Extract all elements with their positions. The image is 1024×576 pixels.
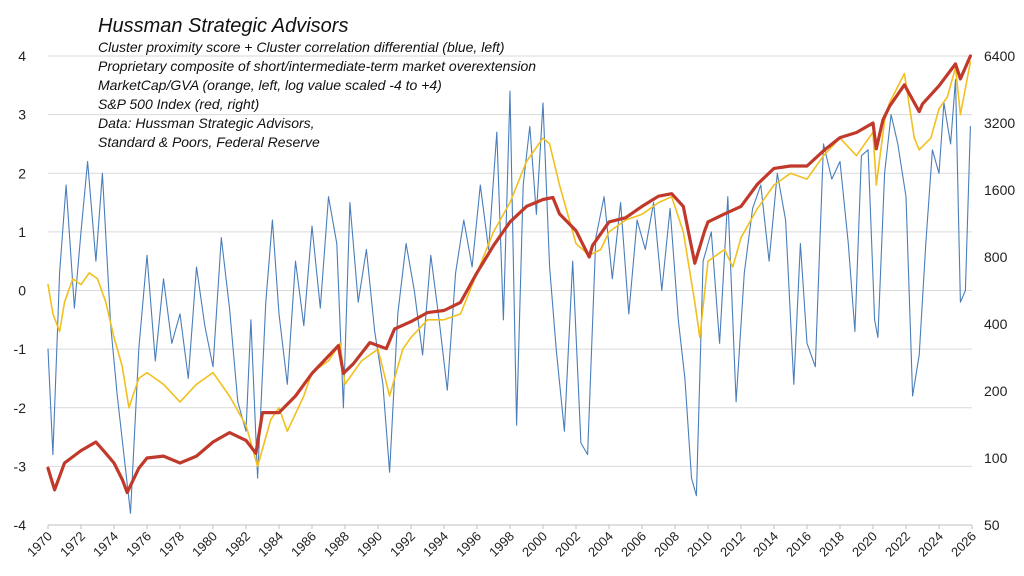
x-tick-label: 1992 (387, 529, 418, 560)
chart-subtitle-line: Cluster proximity score + Cluster correl… (98, 39, 505, 55)
chart-subtitle-line: Proprietary composite of short/intermedi… (98, 58, 537, 74)
y-left-tick-label: 2 (18, 165, 26, 181)
x-tick-label: 2024 (915, 529, 946, 560)
x-tick-label: 2012 (717, 529, 748, 560)
y-right-tick-label: 800 (984, 249, 1008, 265)
y-left-tick-label: -4 (14, 517, 27, 533)
y-left-tick-label: 1 (18, 224, 26, 240)
x-tick-label: 2004 (585, 529, 616, 560)
y-right-tick-label: 1600 (984, 182, 1015, 198)
y-right-tick-label: 100 (984, 450, 1008, 466)
y-right-tick-label: 6400 (984, 48, 1015, 64)
chart-subtitle-line: S&P 500 Index (red, right) (98, 96, 260, 112)
x-tick-label: 2002 (552, 529, 583, 560)
x-tick-label: 2006 (618, 529, 649, 560)
y-left-tick-label: -2 (14, 400, 27, 416)
series-sp500-line (46, 54, 973, 495)
x-tick-label: 2016 (783, 529, 814, 560)
x-tick-label: 1980 (189, 529, 220, 560)
series-cluster-score-line (47, 78, 971, 514)
x-tick-label: 1984 (255, 529, 286, 560)
y-axis-left: 4 3 2 1 0 -1 -2 -3 -4 (14, 48, 27, 533)
x-axis: 1970 1972 1974 1976 1978 1980 1982 1984 1986 1988… (24, 524, 979, 560)
y-left-tick-label: -3 (14, 458, 27, 474)
x-tick-label: 1976 (123, 529, 154, 560)
series-lines (46, 54, 973, 514)
y-right-tick-label: 3200 (984, 115, 1015, 131)
x-tick-label: 1974 (90, 529, 121, 560)
x-tick-label: 1996 (453, 529, 484, 560)
chart-subtitle-line: Data: Hussman Strategic Advisors, (98, 115, 315, 131)
x-tick-label: 1970 (24, 529, 55, 560)
x-tick-label: 1990 (354, 529, 385, 560)
y-left-tick-label: 4 (18, 48, 26, 64)
x-tick-label: 2000 (519, 529, 550, 560)
series-marketcap-gva-line (47, 61, 972, 468)
x-tick-label: 2022 (882, 529, 913, 560)
x-tick-label: 1978 (156, 529, 187, 560)
x-tick-label: 2026 (948, 529, 979, 560)
chart-title: Hussman Strategic Advisors (98, 15, 349, 37)
x-tick-label: 2008 (651, 529, 682, 560)
x-tick-label: 1982 (222, 529, 253, 560)
y-right-tick-label: 50 (984, 517, 1000, 533)
chart-subtitle-line: Standard & Poors, Federal Reserve (98, 134, 320, 150)
x-tick-label: 2020 (849, 529, 880, 560)
x-tick-label: 1986 (288, 529, 319, 560)
y-left-tick-label: -1 (14, 341, 27, 357)
y-left-tick-label: 0 (18, 283, 26, 299)
x-tick-label: 2014 (750, 529, 781, 560)
chart-title-block: Hussman Strategic Advisors Cluster proxi… (98, 14, 536, 152)
y-left-tick-label: 3 (18, 107, 26, 123)
x-tick-label: 2018 (816, 529, 847, 560)
x-tick-label: 1988 (321, 529, 352, 560)
x-tick-label: 1998 (486, 529, 517, 560)
chart-subtitle-line: MarketCap/GVA (orange, left, log value s… (98, 77, 442, 93)
x-tick-label: 1972 (57, 529, 88, 560)
y-axis-right: 6400 3200 1600 800 400 200 100 50 (984, 48, 1015, 533)
y-right-tick-label: 200 (984, 383, 1008, 399)
x-tick-label: 1994 (420, 529, 451, 560)
y-right-tick-label: 400 (984, 316, 1008, 332)
x-tick-label: 2010 (684, 529, 715, 560)
